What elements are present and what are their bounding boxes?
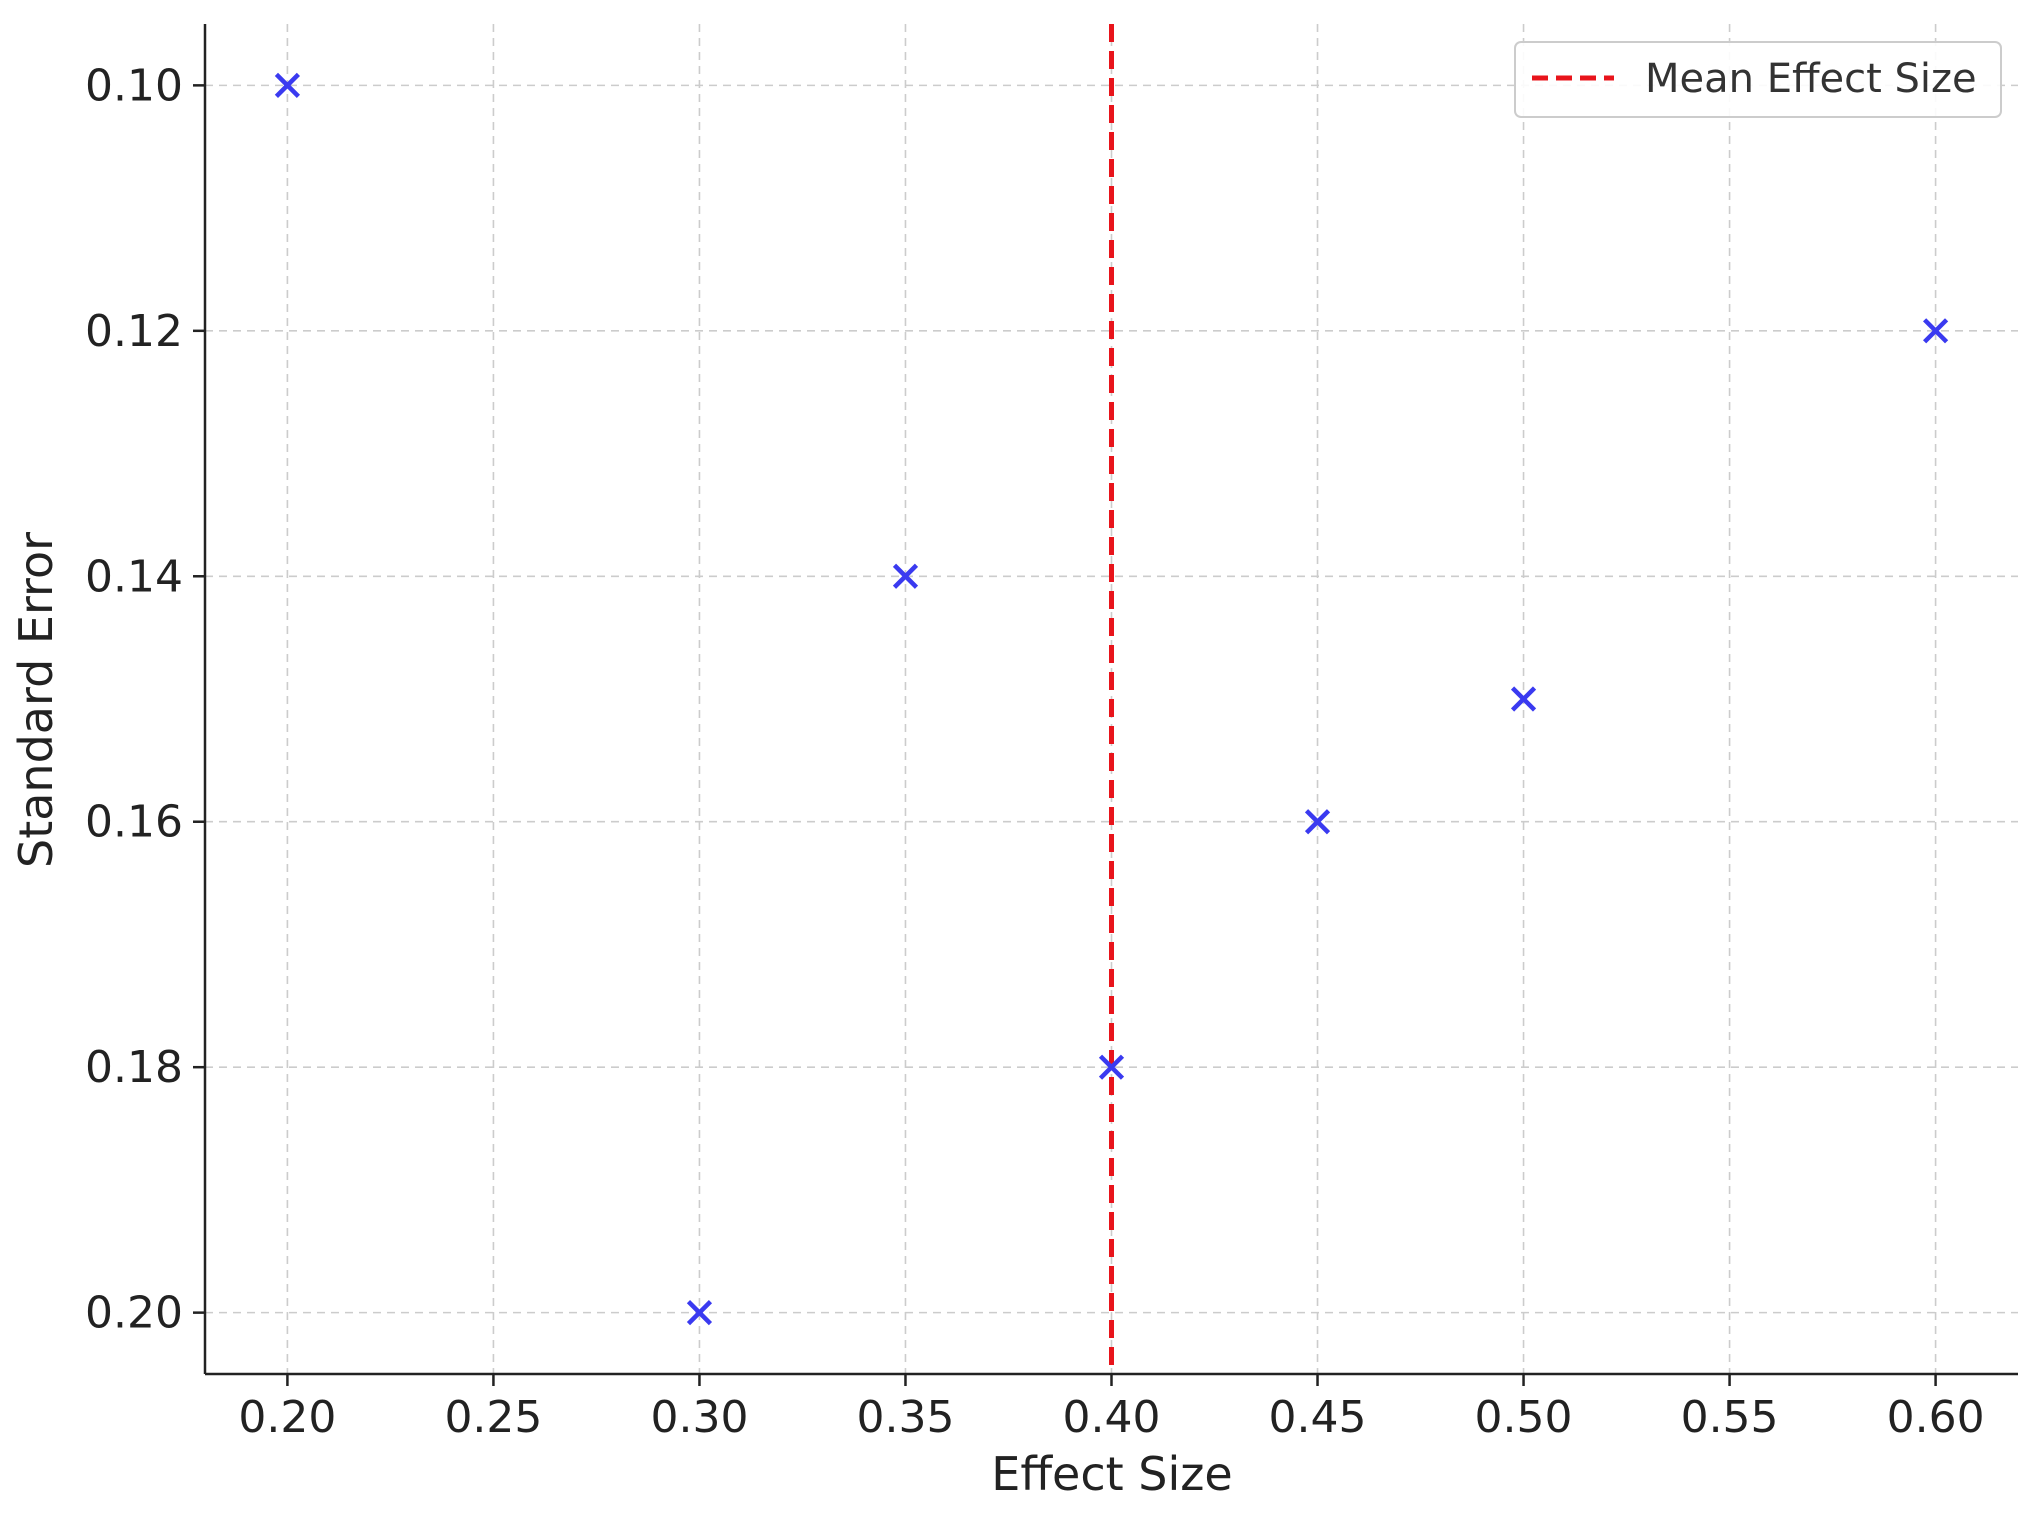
y-tick-label: 0.12 [85, 306, 183, 357]
data-point [1922, 318, 1949, 344]
x-tick-label: 0.45 [1269, 1392, 1367, 1443]
scatter-points [274, 72, 1949, 1326]
x-axis-ticks: 0.20 0.25 0.30 0.35 0.40 0.45 0.50 0.55 0.60 [238, 1374, 1985, 1443]
x-tick-label: 0.50 [1475, 1392, 1573, 1443]
legend: Mean Effect Size [1514, 41, 2002, 118]
x-tick-label: 0.40 [1063, 1392, 1161, 1443]
data-point [892, 563, 919, 589]
y-axis-label: Standard Error [9, 532, 63, 868]
x-tick-label: 0.60 [1887, 1392, 1985, 1443]
y-tick-label: 0.10 [85, 60, 183, 111]
data-point [1304, 809, 1331, 835]
y-axis-ticks: 0.10 0.12 0.14 0.16 0.18 0.20 [85, 60, 205, 1339]
legend-box [1514, 41, 2002, 118]
data-point [1510, 686, 1537, 712]
data-point [686, 1300, 713, 1326]
data-point [1098, 1054, 1125, 1080]
legend-label-mean-effect-size: Mean Effect Size [1645, 56, 1977, 102]
x-tick-label: 0.25 [444, 1392, 542, 1443]
y-tick-label: 0.18 [85, 1042, 183, 1093]
x-tick-label: 0.55 [1681, 1392, 1779, 1443]
x-tick-label: 0.30 [650, 1392, 748, 1443]
y-tick-label: 0.20 [85, 1288, 183, 1339]
y-tick-label: 0.14 [85, 551, 183, 602]
x-axis-label: Effect Size [991, 1447, 1232, 1501]
x-tick-label: 0.20 [238, 1392, 336, 1443]
x-tick-label: 0.35 [856, 1392, 954, 1443]
y-tick-label: 0.16 [85, 797, 183, 848]
data-point [274, 72, 301, 98]
